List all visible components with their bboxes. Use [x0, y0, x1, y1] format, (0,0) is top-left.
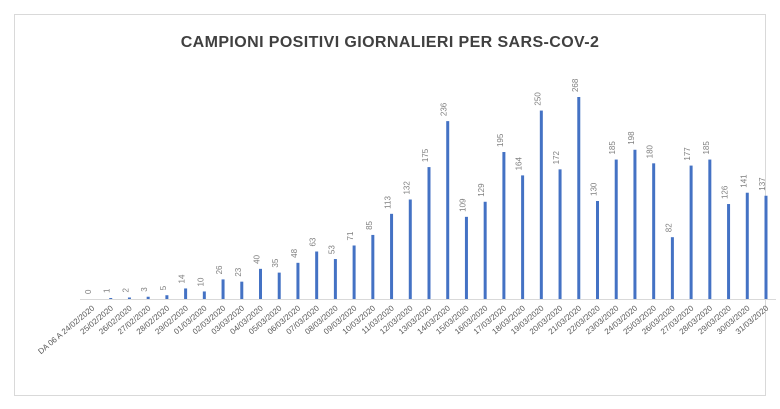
data-label: 268 [571, 78, 580, 92]
data-label: 113 [384, 196, 393, 209]
data-label: 195 [496, 133, 505, 147]
bar [745, 192, 749, 299]
bar [408, 199, 412, 299]
data-label: 132 [402, 181, 411, 195]
data-label: 175 [421, 148, 430, 162]
data-label: 2 [121, 287, 130, 292]
data-label: 198 [627, 131, 636, 145]
data-label: 48 [290, 248, 299, 257]
bar [464, 216, 468, 299]
data-label: 5 [159, 285, 168, 290]
bar [371, 234, 375, 299]
bar [146, 296, 150, 299]
data-label: 82 [664, 223, 673, 232]
data-label: 23 [234, 267, 243, 276]
bar [184, 288, 188, 299]
data-label: 26 [215, 265, 224, 274]
bar [633, 149, 637, 299]
data-label: 177 [683, 147, 692, 161]
chart-title: CAMPIONI POSITIVI GIORNALIERI PER SARS-C… [180, 34, 600, 51]
bar [390, 213, 394, 299]
bar [614, 159, 618, 299]
bar [352, 245, 356, 299]
data-label: 180 [646, 144, 655, 158]
data-label: 1 [103, 288, 112, 293]
data-label: 40 [253, 254, 262, 263]
data-label: 126 [721, 185, 730, 199]
data-label: 185 [608, 141, 617, 155]
bar [502, 152, 506, 299]
data-label: 129 [477, 183, 486, 197]
bar [483, 201, 487, 299]
bar [315, 251, 319, 299]
bar [109, 298, 113, 299]
bar [221, 279, 225, 299]
data-label: 141 [739, 174, 748, 188]
bar [539, 110, 543, 299]
bar [577, 97, 581, 299]
bar [277, 272, 281, 299]
bar [689, 165, 693, 299]
data-label: 185 [702, 141, 711, 155]
bar [596, 201, 599, 299]
data-label: 172 [552, 150, 561, 164]
bar [764, 195, 768, 299]
bar [521, 175, 525, 299]
data-label: 63 [309, 237, 318, 246]
data-label: 0 [84, 289, 93, 294]
bar [127, 297, 131, 299]
data-label: 236 [440, 102, 449, 116]
bar [202, 291, 206, 299]
data-label: 71 [346, 231, 355, 240]
bar [446, 121, 450, 300]
data-label: 3 [140, 287, 149, 292]
bar [558, 169, 562, 299]
data-label: 164 [515, 156, 524, 170]
bar [165, 295, 169, 299]
data-label: 10 [196, 277, 205, 286]
data-label: 35 [271, 258, 280, 267]
data-label: 85 [365, 220, 374, 229]
bar [652, 163, 656, 299]
data-label: 109 [458, 198, 467, 212]
chart-frame [14, 14, 766, 396]
bar [727, 204, 731, 299]
bar [259, 268, 262, 299]
data-label: 53 [327, 245, 336, 254]
bar [333, 259, 337, 299]
bar [708, 159, 712, 299]
bar [240, 281, 244, 299]
bar [670, 237, 674, 299]
data-label: 14 [178, 274, 187, 283]
data-label: 130 [590, 182, 599, 196]
data-label: 250 [533, 92, 542, 106]
bar [296, 262, 300, 299]
data-label: 137 [758, 177, 767, 191]
bar [427, 167, 431, 299]
